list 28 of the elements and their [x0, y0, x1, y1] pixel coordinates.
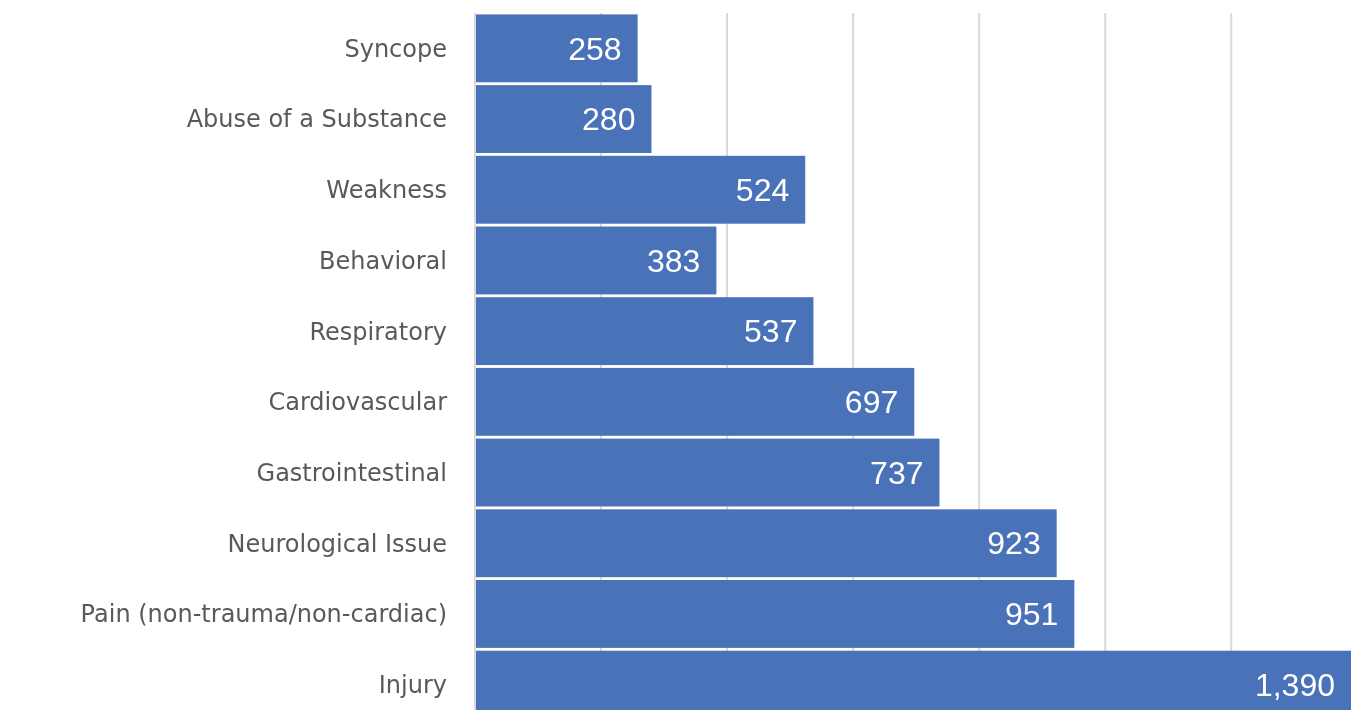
y-tick-label: Injury	[378, 671, 447, 700]
bar	[475, 367, 915, 436]
y-tick-label: Respiratory	[309, 317, 447, 346]
data-label: 258	[568, 30, 622, 67]
data-label: 524	[735, 171, 790, 208]
bar	[475, 226, 717, 295]
bar	[475, 509, 1057, 578]
data-label: 923	[987, 525, 1041, 562]
y-tick-label: Weakness	[326, 176, 447, 205]
y-tick-label: Pain (non-trauma/non-cardiac)	[80, 600, 447, 629]
y-tick-label: Behavioral	[319, 246, 447, 275]
y-tick-label: Syncope	[344, 34, 447, 63]
y-tick-label: Abuse of a Substance	[186, 105, 447, 134]
bar	[475, 297, 814, 366]
y-tick-label: Cardiovascular	[268, 388, 448, 417]
bar	[475, 438, 940, 507]
y-tick-label: Neurological Issue	[227, 529, 447, 558]
bar	[475, 14, 638, 83]
data-label: 280	[582, 101, 636, 138]
data-label: 383	[646, 242, 701, 279]
bar	[475, 85, 652, 153]
y-tick-label: Gastrointestinal	[256, 458, 447, 487]
data-label: 1,390	[1254, 666, 1335, 703]
bar	[475, 155, 806, 224]
data-label: 951	[1004, 596, 1059, 633]
data-label: 697	[844, 384, 899, 421]
data-label: 737	[870, 454, 924, 491]
data-label: 537	[744, 313, 798, 350]
